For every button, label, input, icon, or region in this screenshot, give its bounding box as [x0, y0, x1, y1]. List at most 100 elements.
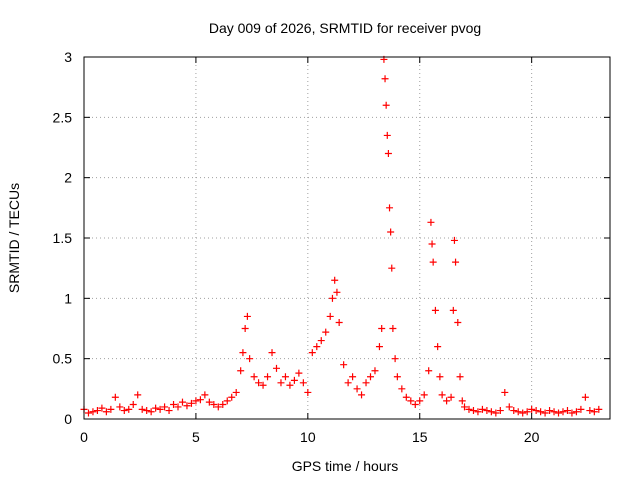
data-point — [537, 408, 545, 416]
y-tick-label: 1 — [64, 290, 72, 306]
data-point — [161, 403, 169, 411]
data-point — [232, 388, 240, 396]
data-point — [478, 405, 486, 413]
data-point — [246, 355, 254, 363]
data-point — [259, 381, 267, 389]
data-point — [272, 364, 280, 372]
data-point — [134, 391, 142, 399]
data-point — [420, 391, 428, 399]
data-point — [586, 407, 594, 415]
data-point — [411, 401, 419, 409]
data-point — [450, 236, 458, 244]
data-point — [541, 409, 549, 417]
data-point — [102, 408, 110, 416]
data-point — [178, 398, 186, 406]
data-point — [383, 131, 391, 139]
data-point — [510, 407, 518, 415]
data-point — [384, 150, 392, 158]
data-point — [523, 408, 531, 416]
data-point — [590, 408, 598, 416]
data-point — [165, 407, 173, 415]
data-point — [546, 407, 554, 415]
data-point — [304, 388, 312, 396]
data-point — [528, 405, 536, 413]
data-point — [138, 405, 146, 413]
data-point — [362, 379, 370, 387]
data-point — [416, 397, 424, 405]
data-point — [407, 397, 415, 405]
data-point — [255, 379, 263, 387]
data-point — [344, 379, 352, 387]
data-point — [452, 258, 460, 266]
data-point — [367, 373, 375, 381]
data-point — [299, 379, 307, 387]
x-tick-label: 10 — [300, 429, 316, 445]
data-point — [333, 288, 341, 296]
data-point — [156, 405, 164, 413]
data-point — [577, 405, 585, 413]
data-point — [505, 403, 513, 411]
data-point — [143, 407, 151, 415]
data-point — [277, 379, 285, 387]
data-point — [187, 399, 195, 407]
data-point — [152, 404, 160, 412]
data-point — [89, 408, 97, 416]
data-point — [192, 397, 200, 405]
data-point — [501, 388, 509, 396]
data-point — [391, 355, 399, 363]
data-point — [514, 408, 522, 416]
data-point — [568, 409, 576, 417]
y-axis-label: SRMTID / TECUs — [6, 183, 22, 293]
data-point — [483, 407, 491, 415]
y-tick-label: 2.5 — [53, 109, 73, 125]
data-point — [239, 349, 247, 357]
data-point — [84, 409, 92, 417]
data-point — [461, 403, 469, 411]
data-point — [572, 408, 580, 416]
data-point — [111, 393, 119, 401]
data-point — [381, 75, 389, 83]
axis-ticks: 0 5 10 15 20 0 0.5 1 1.5 2 2.5 3 — [53, 49, 610, 445]
data-point — [201, 391, 209, 399]
data-point — [125, 405, 133, 413]
data-point — [205, 398, 213, 406]
data-point — [237, 367, 245, 375]
data-point — [147, 408, 155, 416]
data-point — [353, 385, 361, 393]
data-point — [402, 393, 410, 401]
data-point — [308, 349, 316, 357]
data-point — [214, 403, 222, 411]
data-point — [286, 381, 294, 389]
data-point — [375, 343, 383, 351]
data-point — [290, 376, 298, 384]
data-point — [389, 325, 397, 332]
data-point — [429, 258, 437, 266]
data-point — [474, 408, 482, 416]
x-tick-label: 0 — [80, 429, 88, 445]
data-point — [313, 343, 321, 351]
grid — [84, 57, 610, 419]
data-point — [120, 407, 128, 415]
data-point — [532, 407, 540, 415]
data-point — [595, 405, 603, 413]
data-point — [340, 361, 348, 369]
data-point — [93, 407, 101, 415]
data-point — [250, 373, 258, 381]
data-point — [268, 349, 276, 357]
y-tick-label: 1.5 — [53, 230, 73, 246]
data-point — [487, 408, 495, 416]
data-point — [447, 393, 455, 401]
data-point — [219, 401, 227, 409]
data-point — [458, 397, 466, 405]
data-point — [241, 325, 249, 332]
data-point — [295, 369, 303, 377]
x-axis-label: GPS time / hours — [292, 458, 399, 474]
data-point — [443, 397, 451, 405]
y-tick-label: 0.5 — [53, 351, 73, 367]
data-point — [371, 367, 379, 375]
data-point — [196, 396, 204, 404]
data-point — [328, 294, 336, 302]
chart-title: Day 009 of 2026, SRMTID for receiver pvo… — [209, 20, 481, 36]
data-point — [98, 404, 106, 412]
